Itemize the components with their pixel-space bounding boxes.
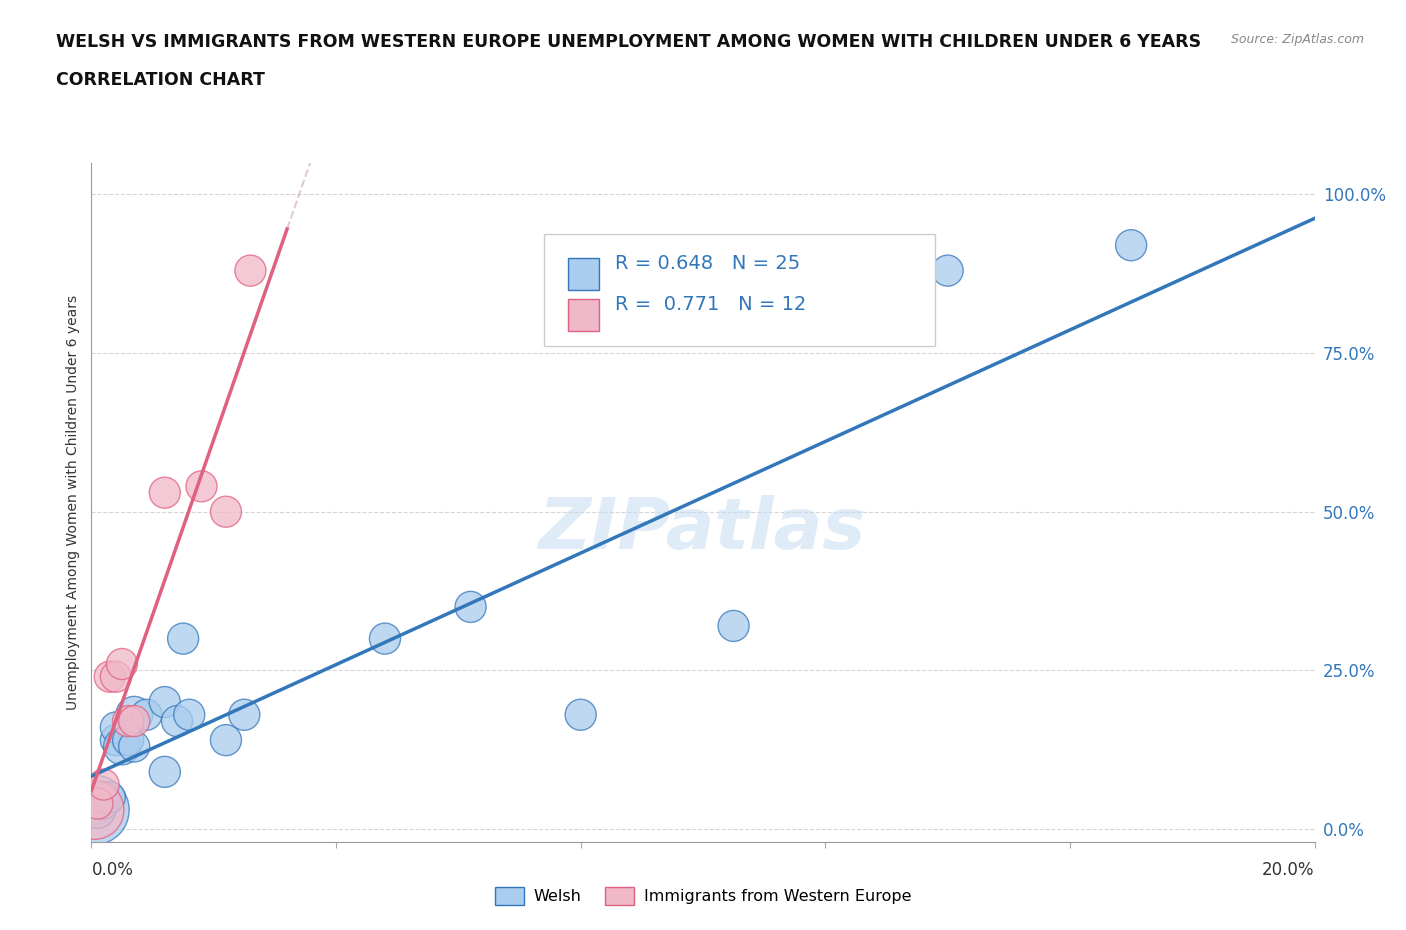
Text: ZIPatlas: ZIPatlas — [540, 495, 866, 564]
Point — [98, 670, 121, 684]
Point — [122, 713, 145, 728]
Point — [104, 670, 127, 684]
Text: 20.0%: 20.0% — [1263, 860, 1315, 879]
Text: R =  0.771   N = 12: R = 0.771 N = 12 — [614, 295, 806, 314]
Text: 0.0%: 0.0% — [91, 860, 134, 879]
Point — [122, 739, 145, 754]
Point — [86, 796, 108, 811]
Point — [86, 803, 108, 817]
Point — [460, 600, 482, 615]
FancyBboxPatch shape — [544, 234, 935, 346]
Point — [215, 504, 238, 519]
Point — [93, 790, 115, 804]
Text: WELSH VS IMMIGRANTS FROM WESTERN EUROPE UNEMPLOYMENT AMONG WOMEN WITH CHILDREN U: WELSH VS IMMIGRANTS FROM WESTERN EUROPE … — [56, 33, 1201, 50]
Point — [93, 796, 115, 811]
Text: Source: ZipAtlas.com: Source: ZipAtlas.com — [1230, 33, 1364, 46]
Y-axis label: Unemployment Among Women with Children Under 6 years: Unemployment Among Women with Children U… — [66, 295, 80, 710]
Point — [166, 713, 188, 728]
Point — [374, 631, 396, 646]
Point — [98, 790, 121, 804]
Text: CORRELATION CHART: CORRELATION CHART — [56, 71, 266, 88]
Point — [104, 733, 127, 748]
Point — [83, 803, 105, 817]
Legend: Welsh, Immigrants from Western Europe: Welsh, Immigrants from Western Europe — [489, 881, 917, 911]
Point — [215, 733, 238, 748]
Point — [1121, 238, 1143, 253]
Point — [111, 739, 134, 754]
Point — [135, 708, 157, 723]
Point — [153, 485, 176, 500]
Point — [117, 733, 139, 748]
Point — [83, 803, 105, 817]
Point — [153, 764, 176, 779]
Point — [111, 657, 134, 671]
Point — [723, 618, 745, 633]
Point — [117, 713, 139, 728]
Point — [104, 720, 127, 735]
FancyBboxPatch shape — [568, 258, 599, 290]
Point — [179, 708, 201, 723]
Point — [122, 708, 145, 723]
Point — [569, 708, 592, 723]
Point — [93, 777, 115, 792]
Point — [172, 631, 194, 646]
FancyBboxPatch shape — [568, 299, 599, 331]
Point — [239, 263, 262, 278]
Point — [233, 708, 256, 723]
Point — [936, 263, 959, 278]
Text: R = 0.648   N = 25: R = 0.648 N = 25 — [614, 255, 800, 273]
Point — [190, 479, 212, 494]
Point — [153, 695, 176, 710]
